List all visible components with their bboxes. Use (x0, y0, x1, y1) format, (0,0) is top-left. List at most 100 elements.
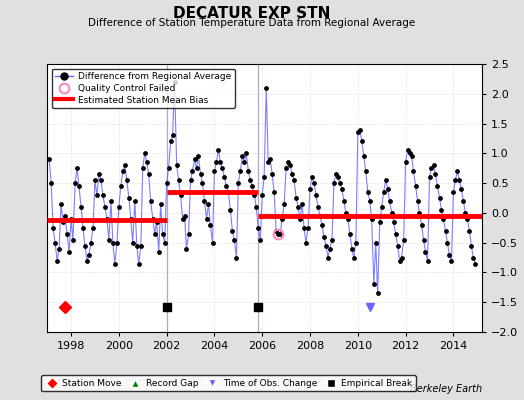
Point (234, 180, 243, 186)
Point (240, 159, 248, 166)
Point (150, 230, 159, 237)
Point (123, 177, 131, 183)
Point (449, 189, 457, 195)
Point (127, 216, 135, 222)
Point (45, 156, 53, 162)
Point (447, 257, 456, 264)
Point (101, 204, 109, 210)
Point (256, 236, 265, 243)
Point (330, 180, 338, 186)
Point (384, 186, 392, 192)
Point (445, 251, 454, 258)
Point (381, 177, 390, 183)
Point (437, 207, 445, 213)
Point (73, 165, 81, 172)
Point (352, 240, 360, 246)
Point (346, 230, 354, 237)
Point (91, 177, 99, 183)
Point (435, 195, 444, 201)
Point (376, 219, 384, 225)
Point (81, 242, 89, 249)
Point (99, 192, 107, 198)
Point (130, 198, 139, 204)
Point (423, 257, 432, 264)
Point (324, 254, 332, 261)
Point (369, 281, 378, 288)
Point (312, 192, 320, 198)
Point (429, 162, 438, 168)
Point (77, 204, 85, 210)
Point (59, 219, 68, 225)
Point (366, 198, 374, 204)
Point (224, 189, 233, 195)
Point (334, 174, 342, 180)
Point (69, 236, 77, 243)
Point (250, 192, 258, 198)
Point (108, 240, 117, 246)
Point (158, 230, 167, 237)
Point (278, 216, 286, 222)
Point (137, 242, 145, 249)
Point (322, 242, 330, 249)
Point (318, 222, 326, 228)
Point (268, 171, 277, 177)
Point (288, 171, 296, 177)
Point (184, 230, 193, 237)
Point (467, 242, 475, 249)
Point (272, 228, 280, 234)
Point (308, 174, 316, 180)
Point (51, 240, 59, 246)
Point (374, 290, 382, 296)
Point (216, 159, 225, 166)
Point (336, 180, 344, 186)
Point (457, 186, 465, 192)
Point (377, 204, 386, 210)
Point (196, 171, 205, 177)
Point (188, 168, 196, 174)
Point (165, 165, 173, 172)
Point (86, 240, 95, 246)
Point (394, 242, 402, 249)
Point (350, 254, 358, 261)
Point (230, 236, 238, 243)
Point (236, 168, 244, 174)
Point (459, 198, 467, 204)
Point (306, 186, 314, 192)
Point (264, 159, 272, 166)
Point (167, 138, 175, 145)
Point (95, 171, 103, 177)
Point (133, 242, 141, 249)
Point (403, 147, 412, 154)
Point (262, 85, 270, 91)
Point (389, 219, 398, 225)
Point (292, 195, 300, 201)
Point (418, 222, 426, 228)
Point (290, 177, 298, 183)
Point (119, 168, 127, 174)
Point (443, 240, 452, 246)
Point (296, 216, 304, 222)
Point (358, 138, 366, 145)
Point (206, 222, 214, 228)
Point (125, 195, 133, 201)
Point (105, 236, 113, 243)
Point (300, 224, 308, 231)
Point (359, 153, 368, 160)
Point (149, 216, 157, 222)
Point (347, 246, 356, 252)
Point (425, 174, 434, 180)
Point (453, 168, 462, 174)
Point (337, 186, 346, 192)
Point (391, 230, 400, 237)
Point (55, 246, 63, 252)
Point (121, 162, 129, 168)
Point (316, 213, 324, 219)
Point (93, 192, 101, 198)
Point (157, 201, 165, 207)
Point (413, 198, 422, 204)
Point (65, 248, 73, 255)
Point (140, 150, 149, 156)
Point (274, 230, 282, 237)
Point (344, 216, 352, 222)
Point (135, 260, 143, 267)
